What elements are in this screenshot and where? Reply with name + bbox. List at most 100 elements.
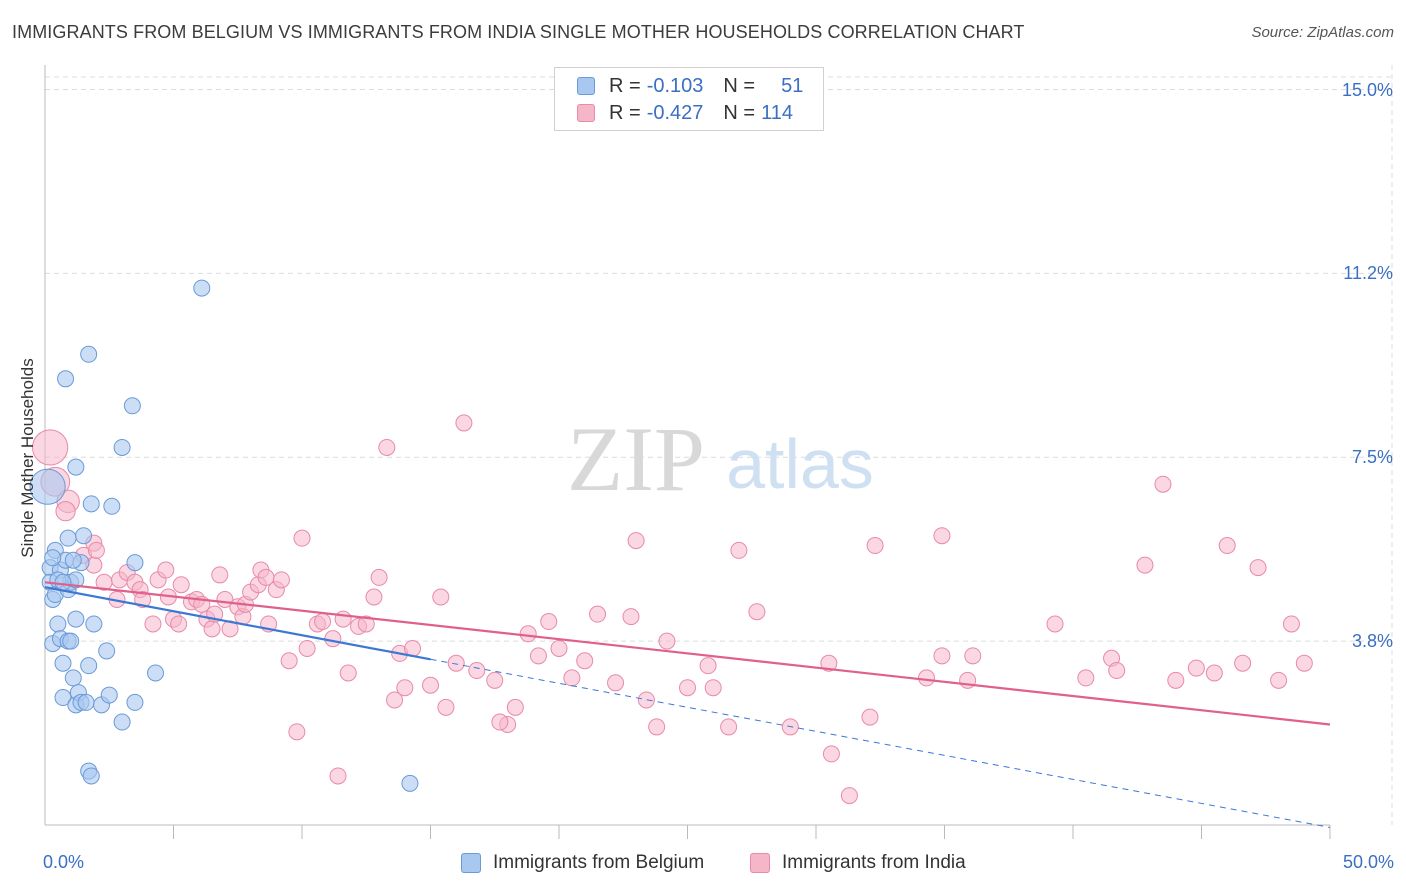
y-tick-label: 15.0% — [1341, 79, 1393, 100]
legend-item-india: Immigrants from India — [750, 852, 966, 874]
india-point — [1187, 659, 1205, 677]
india-point — [437, 698, 455, 716]
india-point — [378, 438, 396, 456]
india-point — [1270, 671, 1288, 689]
india-point — [637, 691, 655, 709]
india-point — [576, 652, 594, 670]
india-point — [134, 590, 152, 608]
belgium-swatch — [577, 77, 595, 95]
india-point — [866, 537, 884, 555]
belgium-point — [401, 774, 419, 792]
india-point — [144, 615, 162, 633]
gridlines — [45, 65, 1393, 825]
india-point — [314, 613, 332, 631]
legend-label-india: Immigrants from India — [782, 852, 966, 873]
belgium-point — [44, 549, 62, 567]
india-point — [1205, 664, 1223, 682]
r-label: R = — [609, 101, 641, 124]
india-point — [679, 679, 696, 697]
india-point — [720, 718, 738, 736]
belgium-point — [82, 495, 100, 513]
india-point — [529, 647, 547, 665]
india-point — [550, 639, 568, 657]
belgium-point — [49, 615, 67, 633]
india-point — [432, 588, 450, 606]
india-point — [648, 718, 666, 736]
india-point — [622, 608, 640, 626]
india-point — [455, 414, 473, 432]
india-point — [1108, 662, 1126, 680]
india-point — [1136, 556, 1154, 574]
y-axis-label: Single Mother Households — [18, 358, 37, 558]
india-point — [339, 664, 357, 682]
belgium-point — [126, 554, 144, 572]
belgium-point — [59, 529, 77, 547]
y-tick-label: 7.5% — [1351, 447, 1393, 468]
india-point — [324, 630, 342, 648]
india-point — [918, 669, 936, 687]
belgium-point — [54, 689, 72, 707]
india-point — [1154, 475, 1172, 493]
india-point — [1167, 671, 1185, 689]
r-value: -0.103 — [646, 74, 704, 97]
x-tick-label-min: 0.0% — [43, 852, 85, 872]
belgium-point — [82, 767, 100, 785]
india-point — [704, 679, 722, 697]
stats-legend: R = -0.103 N = 51 R = -0.427 N = 114 — [554, 67, 824, 131]
india-point — [334, 610, 352, 628]
series-legend: Immigrants from Belgium Immigrants from … — [0, 852, 1406, 878]
india-point — [1046, 615, 1064, 633]
belgium-point — [123, 397, 141, 415]
belgium-point — [80, 657, 98, 675]
india-point — [87, 541, 105, 559]
legend-item-belgium: Immigrants from Belgium — [461, 852, 704, 874]
india-point — [506, 698, 524, 716]
india-point — [699, 657, 717, 675]
india-point — [55, 501, 76, 522]
india-point — [730, 541, 748, 559]
india-point — [298, 639, 316, 657]
india-point — [1282, 615, 1300, 633]
belgium-point — [103, 497, 121, 515]
india-point — [822, 745, 840, 763]
belgium-point — [85, 615, 103, 633]
india-point — [288, 723, 306, 741]
india-point — [203, 620, 221, 638]
india-point — [396, 679, 414, 697]
legend-label-belgium: Immigrants from Belgium — [493, 852, 705, 873]
belgium-legend-swatch — [461, 853, 481, 873]
watermark: ZIP atlas — [567, 408, 874, 510]
india-point — [1234, 654, 1252, 672]
india-point — [840, 787, 858, 805]
belgium-points — [29, 279, 419, 792]
india-point — [447, 654, 465, 672]
belgium-point — [64, 669, 82, 687]
india-point — [370, 568, 388, 586]
india-swatch — [577, 104, 595, 122]
belgium-point — [54, 573, 72, 591]
belgium-point — [126, 693, 144, 711]
india-point — [357, 615, 375, 633]
india-point — [658, 632, 676, 650]
y-tick-label: 3.8% — [1351, 631, 1393, 652]
belgium-point — [64, 551, 82, 569]
belgium-trend-extension — [430, 658, 1331, 828]
n-value: 51 — [781, 74, 804, 97]
n-value: 114 — [761, 101, 793, 124]
source-label: Source: ZipAtlas.com — [1251, 24, 1394, 41]
belgium-point — [62, 632, 80, 650]
india-point — [491, 713, 509, 731]
india-point — [748, 603, 766, 621]
belgium-point — [98, 642, 116, 660]
india-point — [1218, 537, 1236, 555]
chart-title: IMMIGRANTS FROM BELGIUM VS IMMIGRANTS FR… — [12, 22, 1025, 42]
belgium-point — [113, 438, 131, 456]
india-point — [519, 625, 537, 643]
india-point — [486, 671, 504, 689]
stats-row-india: R = -0.427 N = 114 — [577, 101, 793, 125]
india-point — [933, 647, 951, 665]
r-label: R = — [609, 74, 641, 97]
india-point — [1077, 669, 1095, 687]
india-point — [964, 647, 982, 665]
india-point — [1295, 654, 1313, 672]
